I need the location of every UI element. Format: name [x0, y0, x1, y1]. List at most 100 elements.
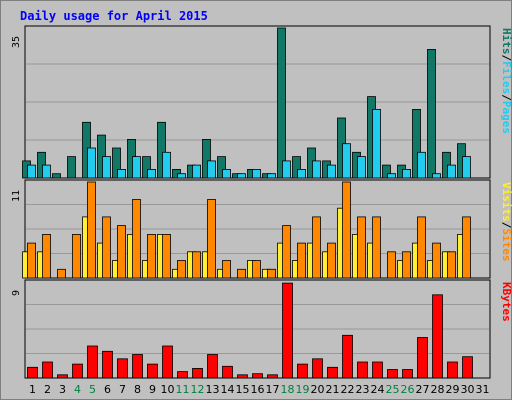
bar-kbytes-day-20	[312, 358, 323, 379]
x-tick-label-12: 12	[191, 383, 205, 396]
bar-sites-day-10	[162, 233, 171, 279]
x-tick-label-13: 13	[206, 383, 220, 396]
bar-hits-day-19	[292, 156, 301, 179]
x-tick-label-11: 11	[176, 383, 190, 396]
bar-files-day-6	[102, 156, 111, 179]
bar-kbytes-day-9	[147, 363, 158, 379]
x-tick-label-4: 4	[74, 383, 81, 396]
x-tick-label-18: 18	[281, 383, 295, 396]
x-tick-label-24: 24	[371, 383, 385, 396]
bar-sites-day-1	[27, 242, 36, 279]
bar-kbytes-day-12	[192, 367, 203, 379]
bar-files-day-7	[117, 168, 126, 179]
bar-sites-day-29	[447, 251, 456, 279]
bar-sites-day-13	[207, 199, 216, 279]
bar-files-day-20	[312, 160, 321, 179]
bar-sites-day-9	[147, 233, 156, 279]
bar-files-day-18	[282, 160, 291, 179]
x-tick-label-21: 21	[326, 383, 340, 396]
bar-kbytes-day-14	[222, 365, 233, 379]
bar-files-day-2	[42, 164, 51, 179]
bar-sites-day-14	[222, 260, 231, 279]
bar-files-day-15	[237, 173, 246, 179]
bar-files-day-19	[297, 168, 306, 179]
legend-0: Hits	[500, 28, 512, 55]
bar-sites-day-2	[42, 233, 51, 279]
bar-kbytes-day-7	[117, 358, 128, 379]
series-legend: KBytes	[500, 282, 512, 322]
x-tick-label-3: 3	[59, 383, 66, 396]
bar-hits-day-13	[202, 138, 211, 179]
x-tick-label-14: 14	[221, 383, 235, 396]
bar-files-day-22	[342, 143, 351, 179]
bar-hits-day-9	[142, 156, 151, 179]
bar-kbytes-day-19	[297, 363, 308, 379]
bar-files-day-24	[372, 109, 381, 179]
x-tick-label-7: 7	[119, 383, 126, 396]
bar-files-day-16	[252, 168, 261, 179]
y-max-label: 9	[11, 290, 22, 296]
chart-title: Daily usage for April 2015	[20, 9, 208, 23]
bar-hits-day-7	[112, 147, 121, 179]
bar-files-day-8	[132, 156, 141, 179]
x-tick-label-26: 26	[401, 383, 415, 396]
x-tick-label-27: 27	[416, 383, 430, 396]
bar-hits-day-27	[412, 109, 421, 179]
bar-files-day-21	[327, 164, 336, 179]
bar-sites-day-21	[327, 242, 336, 279]
bar-kbytes-day-16	[252, 373, 263, 379]
bar-sites-day-17	[267, 268, 276, 279]
bar-kbytes-day-4	[72, 363, 83, 379]
bar-files-day-12	[192, 164, 201, 179]
bar-kbytes-day-15	[237, 374, 248, 379]
legend-2: Sites	[500, 228, 512, 261]
bar-kbytes-day-10	[162, 345, 173, 379]
x-tick-label-30: 30	[461, 383, 475, 396]
bar-sites-day-12	[192, 251, 201, 279]
bar-kbytes-day-23	[357, 361, 368, 379]
bar-sites-day-5	[87, 181, 96, 279]
x-tick-label-19: 19	[296, 383, 310, 396]
x-tick-label-6: 6	[104, 383, 111, 396]
bar-files-day-29	[447, 164, 456, 179]
bar-sites-day-20	[312, 216, 321, 279]
bar-sites-day-27	[417, 216, 426, 279]
bar-sites-day-8	[132, 199, 141, 279]
legend-2: Files	[500, 61, 512, 94]
bar-sites-day-11	[177, 260, 186, 279]
bar-kbytes-day-29	[447, 361, 458, 379]
x-tick-label-23: 23	[356, 383, 370, 396]
bar-files-day-26	[402, 168, 411, 179]
legend-0: Visits	[500, 182, 512, 222]
bar-sites-day-30	[462, 216, 471, 279]
panel-visits-sites: 11 Visits/Sites	[11, 179, 512, 279]
bar-kbytes-day-30	[462, 356, 473, 379]
x-tick-label-15: 15	[236, 383, 250, 396]
bar-sites-day-3	[57, 268, 66, 279]
bar-files-day-27	[417, 151, 426, 179]
x-tick-label-25: 25	[386, 383, 400, 396]
bar-kbytes-day-28	[432, 294, 443, 379]
bar-files-day-1	[27, 164, 36, 179]
x-tick-label-9: 9	[149, 383, 156, 396]
bar-sites-day-19	[297, 242, 306, 279]
bar-kbytes-day-24	[372, 361, 383, 379]
bar-sites-day-6	[102, 216, 111, 279]
x-tick-label-10: 10	[161, 383, 175, 396]
bar-kbytes-day-3	[57, 374, 68, 379]
bar-sites-day-22	[342, 181, 351, 279]
bar-files-day-14	[222, 168, 231, 179]
x-tick-label-31: 31	[476, 383, 490, 396]
x-tick-label-5: 5	[89, 383, 96, 396]
bar-hits-day-3	[52, 173, 61, 179]
x-tick-label-20: 20	[311, 383, 325, 396]
bar-hits-day-28	[427, 49, 436, 179]
x-tick-label-16: 16	[251, 383, 265, 396]
panel-kbytes: 9 KBytes	[11, 279, 512, 379]
legend-4: Pages	[500, 101, 512, 134]
legend-1: /	[500, 222, 512, 229]
bar-files-day-10	[162, 151, 171, 179]
legend-1: /	[500, 55, 512, 62]
x-tick-label-1: 1	[29, 383, 36, 396]
